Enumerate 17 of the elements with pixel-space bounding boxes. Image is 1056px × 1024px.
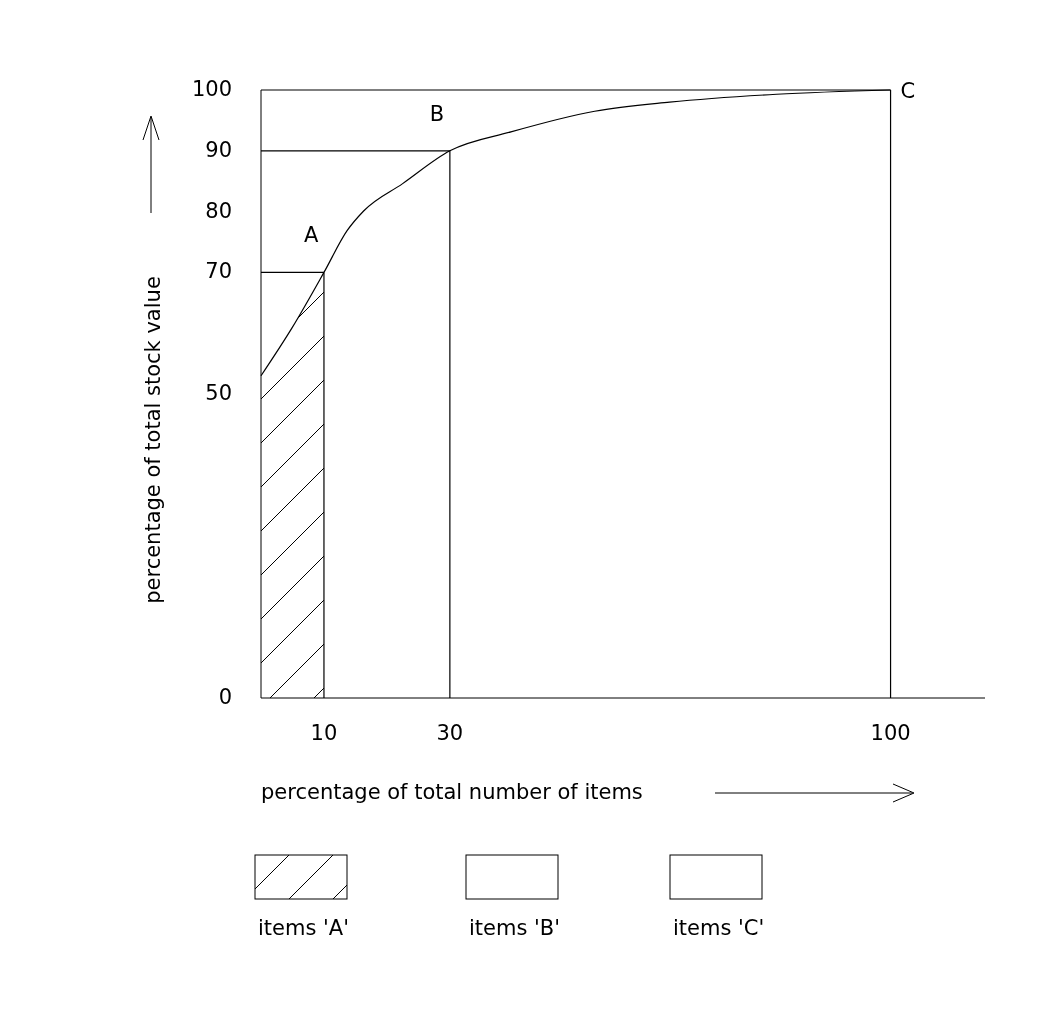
y-tick-label: 100 [191, 77, 232, 101]
text: items 'C' [673, 916, 765, 940]
x-tick-label: 100 [870, 721, 911, 745]
x-axis-title: percentage of total number of items [261, 780, 643, 804]
text: items 'B' [469, 916, 561, 940]
y-tick-label: 0 [218, 685, 232, 709]
y-tick-label: 70 [205, 259, 232, 284]
x-tick-label: 10 [310, 721, 338, 745]
annotation: A [303, 223, 319, 248]
y-tick-label: 50 [205, 381, 232, 405]
legend-label: items 'A' [258, 916, 349, 940]
y-axis-title: percentage of total stock value [141, 276, 165, 604]
annotation: C [900, 79, 916, 103]
y-tick-label: 80 [205, 198, 232, 223]
annotation: B [429, 101, 445, 126]
x-tick-label: 30 [436, 721, 464, 745]
y-tick-label: 90 [205, 137, 232, 162]
